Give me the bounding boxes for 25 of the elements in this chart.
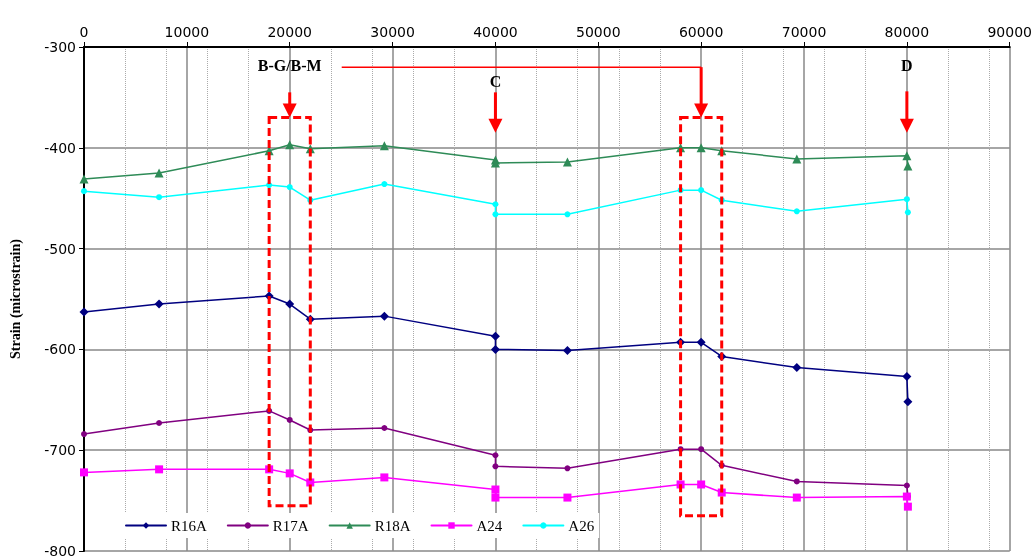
x-tick-label: 10000	[164, 24, 210, 40]
y-axis-title: Strain (microstrain)	[7, 238, 24, 359]
legend-label: R18A	[374, 517, 411, 534]
x-tick-label: 30000	[370, 24, 415, 40]
y-tick-label: -600	[44, 341, 76, 358]
x-tick-label: 40000	[473, 24, 518, 40]
x-tick-label: 50000	[576, 24, 621, 40]
x-tick-label: 20000	[267, 24, 312, 40]
y-tick-label: -400	[44, 139, 76, 156]
annotation: D	[901, 56, 913, 74]
annotation: B-G/B-M	[257, 56, 322, 74]
y-tick-label: -800	[44, 543, 76, 559]
x-tick-label: 0	[79, 24, 89, 40]
legend-label: R16A	[171, 517, 207, 534]
x-tick-label: 80000	[884, 24, 930, 40]
legend-label: R17A	[272, 517, 309, 534]
y-tick-label: -500	[44, 240, 76, 257]
legend-label: A24	[476, 517, 503, 534]
annotation: C	[489, 72, 502, 90]
y-tick-label: -700	[44, 442, 76, 459]
y-tick-label: -300	[44, 39, 76, 55]
x-tick-label: 70000	[781, 24, 827, 40]
x-tick-label: 90000	[987, 24, 1033, 40]
x-tick-label: 60000	[678, 24, 724, 40]
legend-label: A26	[568, 517, 595, 534]
